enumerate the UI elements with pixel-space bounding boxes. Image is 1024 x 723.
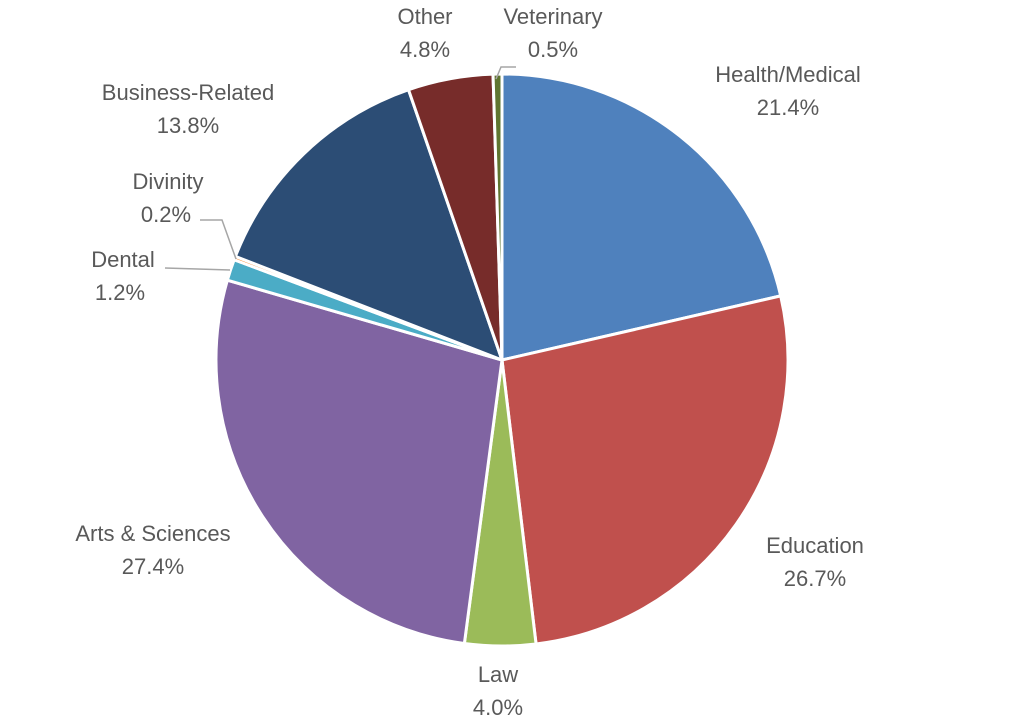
- value-label-dental: 1.2%: [95, 280, 145, 305]
- category-label-arts-sciences: Arts & Sciences: [75, 521, 230, 546]
- pie-slice-education: [500, 294, 790, 646]
- pie-slice-business-related: [233, 88, 504, 362]
- category-label-business-related: Business-Related: [102, 80, 274, 105]
- leader-line-dental: [164, 267, 231, 271]
- value-label-law: 4.0%: [473, 695, 523, 720]
- category-label-dental: Dental: [91, 247, 155, 272]
- pie-slices: [214, 72, 790, 648]
- value-label-health-medical: 21.4%: [757, 95, 819, 120]
- pie-slice-arts-sciences: [214, 278, 504, 646]
- category-label-law: Law: [478, 662, 518, 687]
- category-label-education: Education: [766, 533, 864, 558]
- value-label-veterinary: 0.5%: [528, 37, 578, 62]
- leader-line-veterinary: [495, 66, 516, 80]
- category-label-health-medical: Health/Medical: [715, 62, 861, 87]
- leader-lines: [164, 66, 516, 271]
- value-label-education: 26.7%: [784, 566, 846, 591]
- leader-line-divinity: [200, 219, 237, 260]
- value-label-divinity: 0.2%: [141, 202, 191, 227]
- value-label-other: 4.8%: [400, 37, 450, 62]
- pie-slice-health-medical: [500, 72, 783, 362]
- value-label-arts-sciences: 27.4%: [122, 554, 184, 579]
- category-label-divinity: Divinity: [133, 169, 204, 194]
- category-label-veterinary: Veterinary: [503, 4, 602, 29]
- value-label-business-related: 13.8%: [157, 113, 219, 138]
- category-label-other: Other: [397, 4, 452, 29]
